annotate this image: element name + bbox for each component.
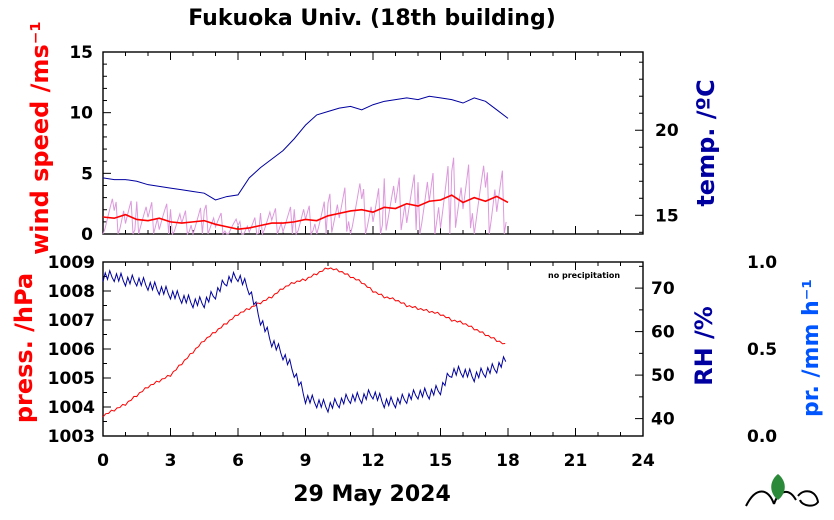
top-panel: 0 5 10 15 15 20 [69, 43, 679, 245]
precip-tick-label: 0.0 [747, 427, 777, 447]
wind-speed-line [102, 194, 509, 230]
temperature-line [102, 95, 509, 201]
pressure-tick-label: 1007 [48, 311, 95, 331]
x-tick-label: 24 [631, 451, 655, 471]
pressure-tick-label: 1006 [48, 340, 95, 360]
precip-tick-label: 1.0 [747, 253, 777, 273]
x-axis-label: 29 May 2024 [293, 482, 451, 507]
rh-tick-label: 50 [651, 366, 675, 386]
x-tick-label: 18 [496, 451, 520, 471]
x-tick-label: 21 [564, 451, 588, 471]
pressure-tick-label: 1008 [48, 282, 95, 302]
pressure-axis-label: press. /hPa [10, 272, 38, 424]
bottom-panel: 1003 1004 1005 1006 1007 1008 1009 40 50 60 70 0.0 0… [48, 253, 778, 447]
wind-tick-label: 10 [69, 104, 93, 124]
rh-tick-label: 70 [651, 279, 675, 299]
top-plot-frame [102, 51, 644, 235]
wind-tick-label: 5 [81, 164, 93, 184]
rh-line [102, 268, 507, 414]
precip-axis-label: pr. /mm h⁻¹ [799, 279, 824, 417]
rh-axis-label: RH /% [690, 306, 718, 386]
x-tick-label: 0 [97, 451, 109, 471]
rh-tick-label: 40 [651, 410, 675, 430]
x-tick-label: 12 [361, 451, 385, 471]
pressure-line [102, 267, 506, 418]
temp-tick-label: 15 [655, 206, 679, 226]
logo-icon [745, 474, 820, 507]
pressure-tick-label: 1009 [48, 253, 95, 273]
pressure-tick-label: 1004 [48, 398, 95, 418]
wind-gust-line [102, 157, 507, 236]
x-tick-label: 9 [300, 451, 312, 471]
wind-tick-label: 0 [81, 225, 93, 245]
precip-note: no precipitation [548, 271, 621, 280]
x-tick-label: 6 [232, 451, 244, 471]
wind-tick-label: 15 [69, 43, 93, 63]
pressure-tick-label: 1003 [48, 427, 95, 447]
precip-tick-label: 0.5 [747, 340, 777, 360]
x-axis: 0 3 6 9 12 15 18 21 24 [97, 451, 655, 471]
rh-tick-label: 60 [651, 323, 675, 343]
pressure-tick-label: 1005 [48, 369, 95, 389]
bottom-plot-frame [102, 261, 644, 437]
temp-tick-label: 20 [655, 121, 679, 141]
x-tick-label: 3 [165, 451, 177, 471]
chart-title: Fukuoka Univ. (18th building) [188, 6, 556, 31]
x-tick-label: 15 [429, 451, 453, 471]
